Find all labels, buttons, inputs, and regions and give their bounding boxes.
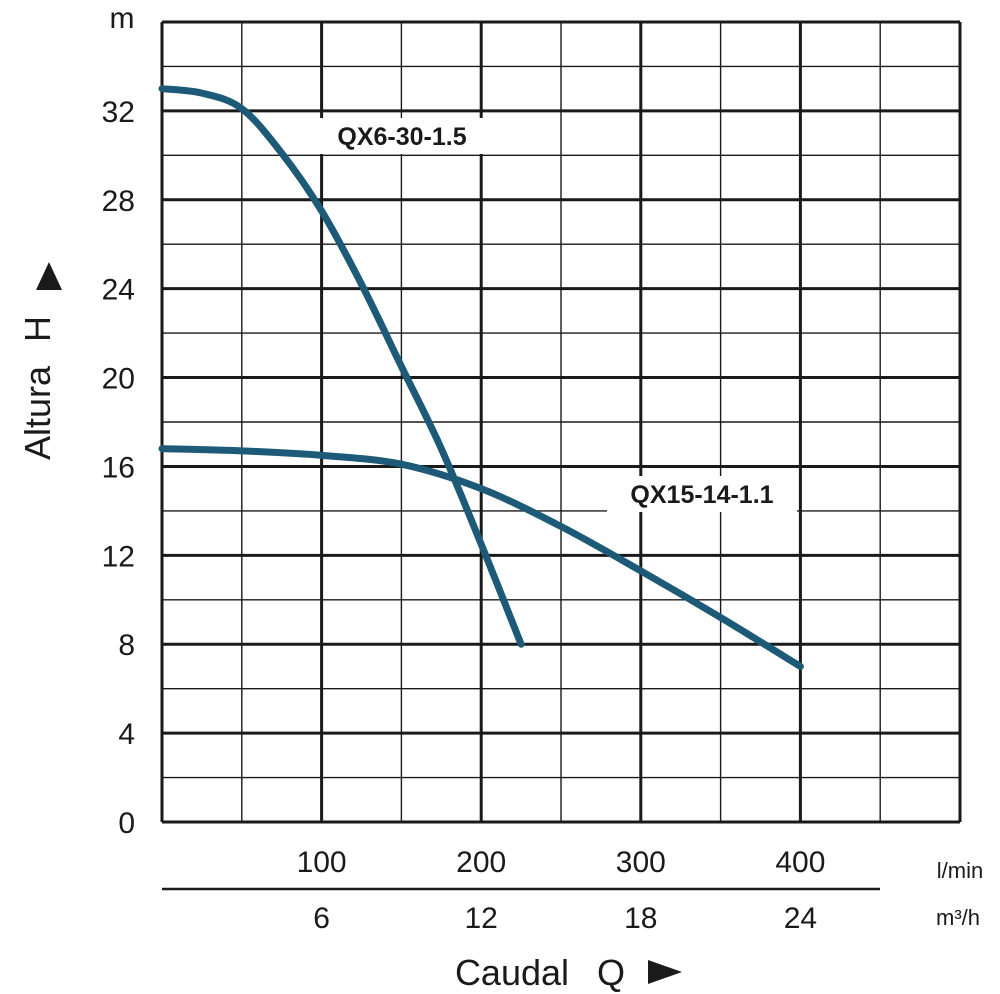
x-tick-label-secondary: 6 [313, 902, 330, 935]
x-axis-symbol: Q [597, 952, 625, 993]
x-axis-arrow-icon [648, 960, 682, 984]
series-line-1 [158, 85, 525, 648]
x-tick-label-secondary: 12 [465, 902, 498, 935]
y-tick-label: 20 [102, 363, 135, 396]
curves [158, 85, 804, 670]
series-label-2: QX15-14-1.1 [630, 481, 773, 509]
y-tick-label: 4 [118, 718, 135, 751]
y-axis-title-text: Altura [17, 365, 58, 460]
ticks: 0 4 8 12 16 20 24 28 32 100 200 300 400 6 12 18 24 [102, 96, 826, 935]
x-axis-title-text: Caudal [455, 952, 569, 993]
x-tick-label-primary: 400 [775, 846, 825, 879]
svg-text:Altura H: Altura H [17, 316, 58, 460]
x-tick-label-primary: 300 [616, 846, 666, 879]
grid [160, 20, 962, 824]
x-unit-secondary-label: m³/h [936, 905, 980, 930]
x-tick-label-primary: 200 [456, 846, 506, 879]
y-tick-label: 8 [118, 629, 135, 662]
series-labels: QX6-30-1.5 QX15-14-1.1 [307, 118, 797, 512]
x-tick-label-primary: 100 [297, 846, 347, 879]
svg-text:Caudal Q: Caudal Q [455, 952, 625, 993]
x-tick-label-secondary: 18 [624, 902, 657, 935]
y-tick-label: 12 [102, 540, 135, 573]
series-line-2 [158, 445, 804, 670]
y-tick-label: 16 [102, 451, 135, 484]
series-label-bg-2 [607, 476, 797, 512]
x-axis-title: Caudal Q [455, 952, 682, 993]
y-unit-label: m [110, 2, 135, 35]
y-axis-title: Altura H [17, 262, 62, 460]
x-unit-primary-label: l/min [937, 858, 983, 883]
y-axis-arrow-icon [36, 262, 62, 290]
y-tick-label: 32 [102, 96, 135, 129]
y-tick-label: 28 [102, 185, 135, 218]
y-tick-label: 0 [118, 807, 135, 840]
series-label-bg-1 [307, 118, 497, 154]
y-tick-label: 24 [102, 274, 135, 307]
x-tick-label-secondary: 24 [784, 902, 817, 935]
y-axis-symbol: H [17, 316, 58, 342]
series-label-1: QX6-30-1.5 [337, 123, 466, 151]
